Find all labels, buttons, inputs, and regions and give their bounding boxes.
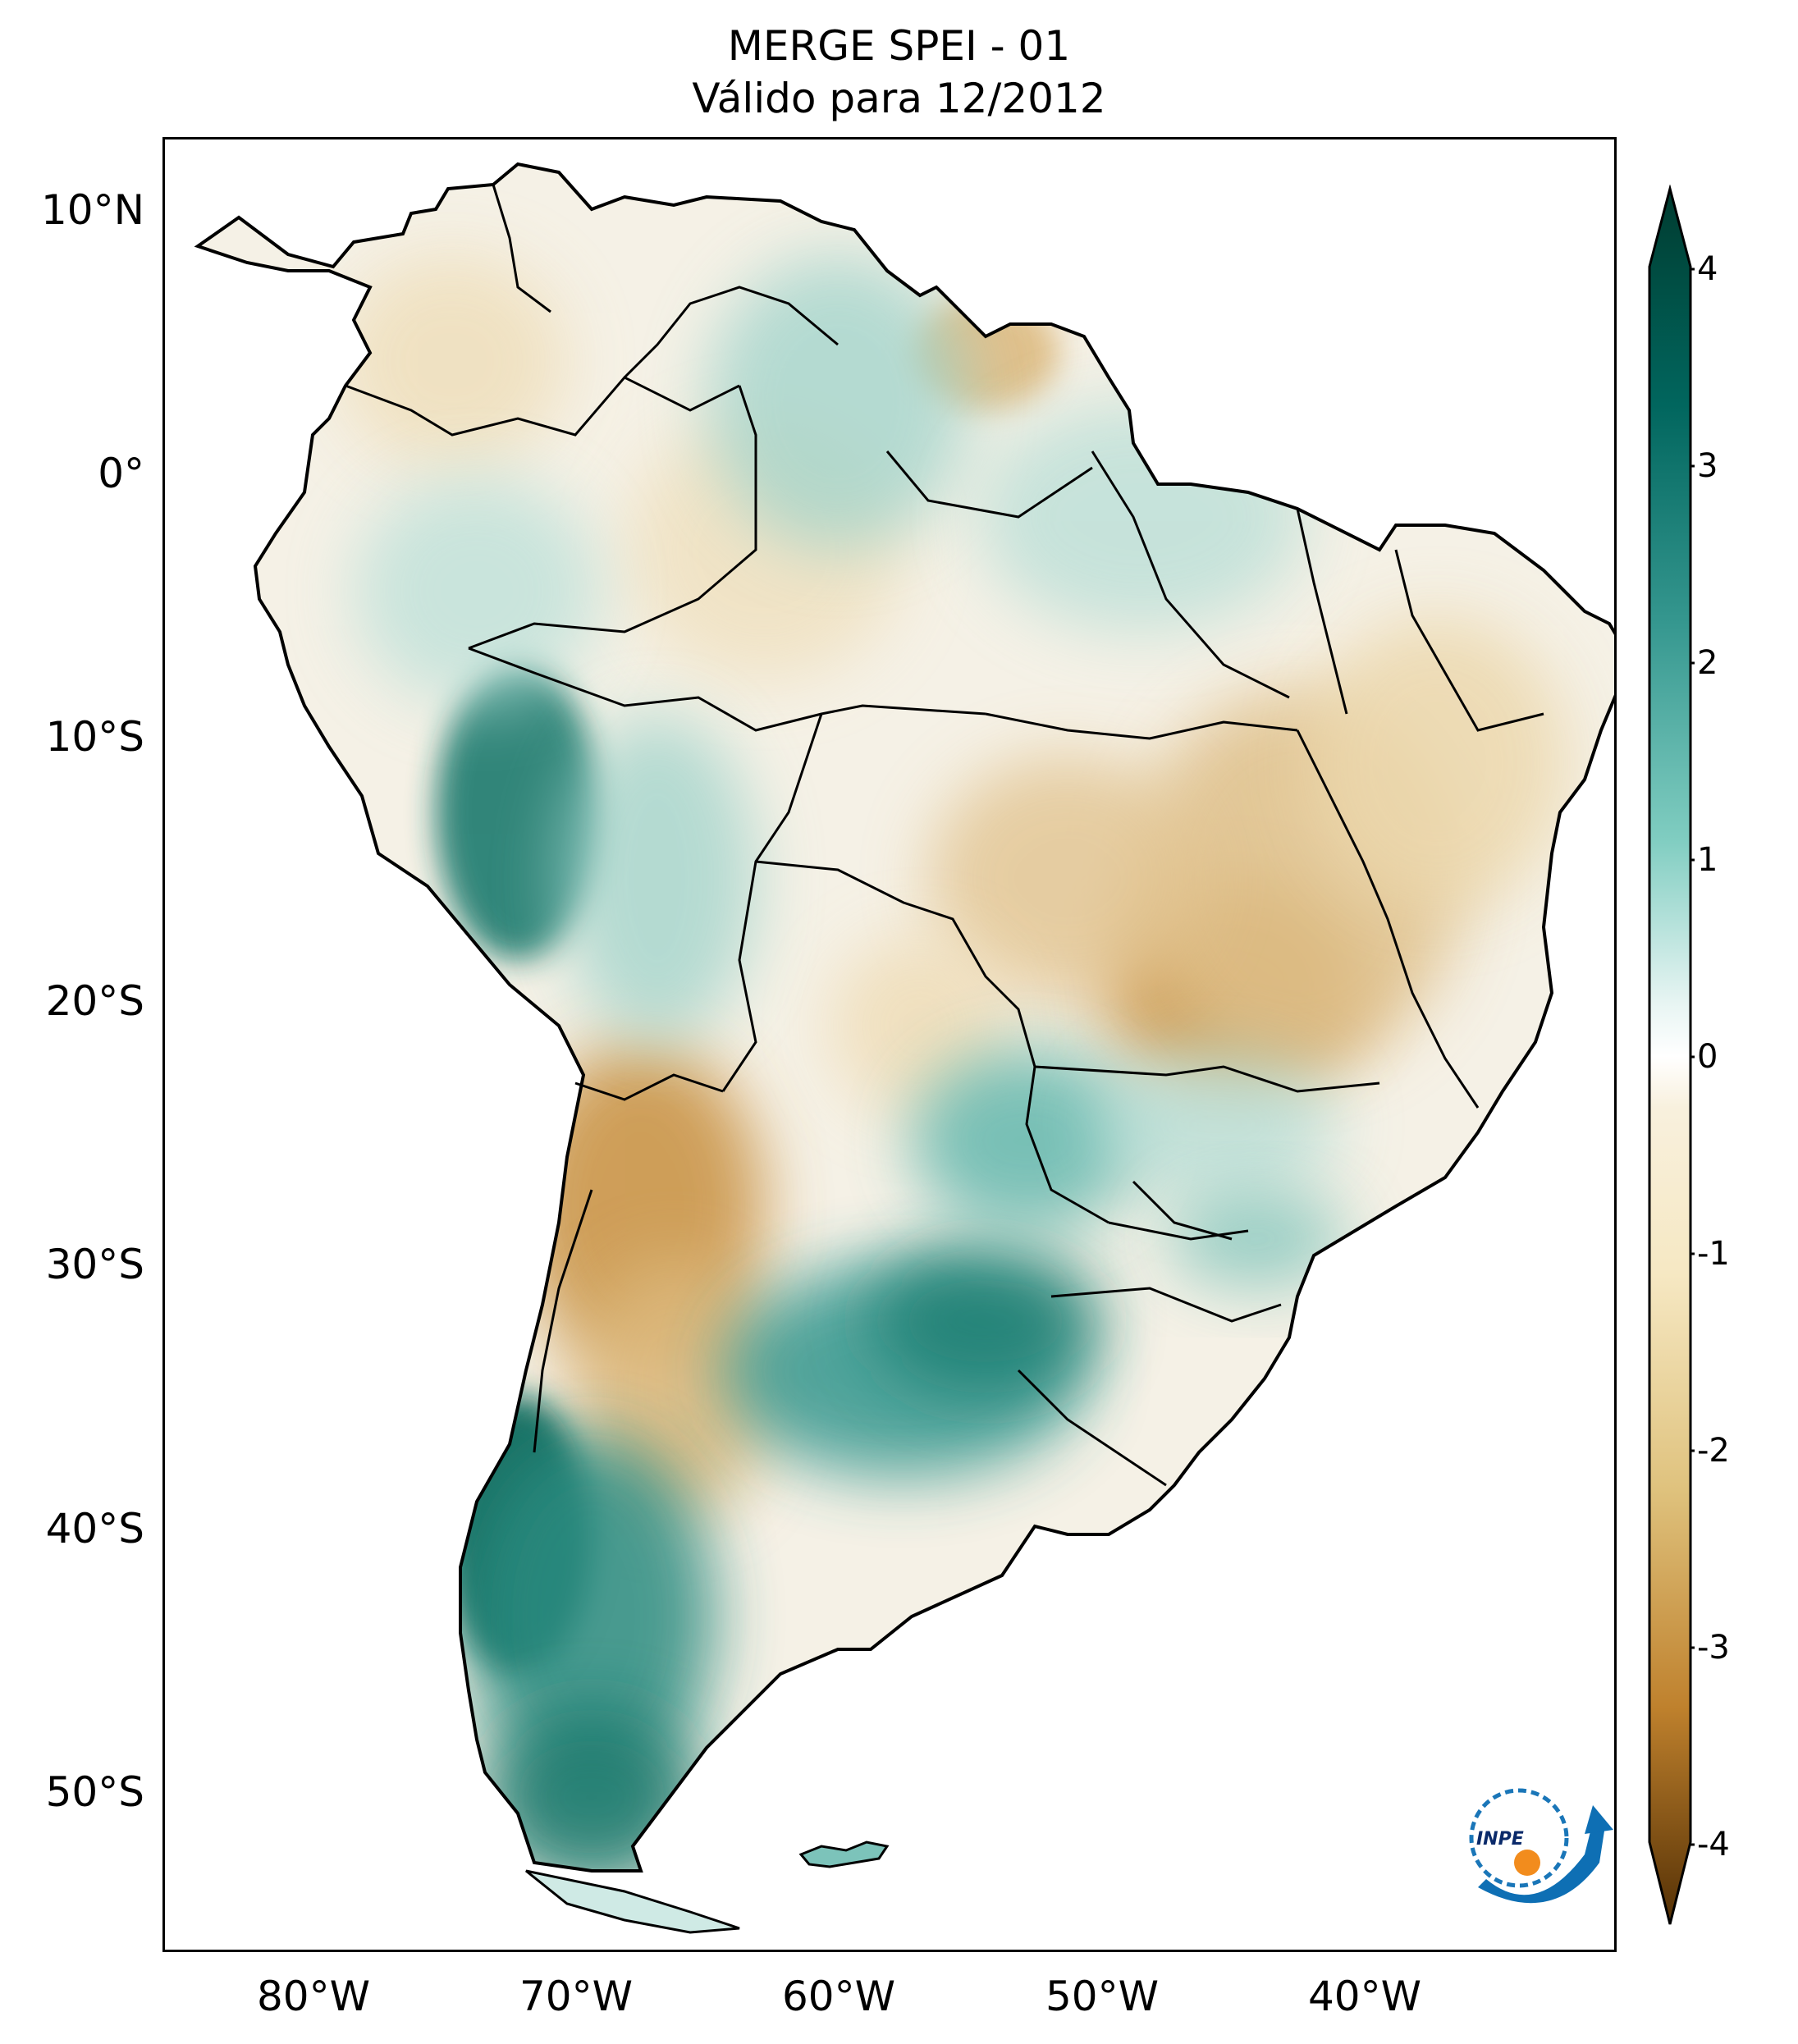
map-title: MERGE SPEI - 01 xyxy=(727,22,1071,70)
lat-label-0: 0° xyxy=(98,450,144,497)
map-subtitle: Válido para 12/2012 xyxy=(692,75,1106,122)
lat-label-10n: 10°N xyxy=(40,186,144,234)
tierra-del-fuego xyxy=(525,1869,740,1934)
colorbar-tick-3: 3 xyxy=(1697,447,1718,485)
spei-field xyxy=(337,254,1568,1871)
inpe-logo-text: INPE xyxy=(1476,1829,1524,1850)
lon-label-70w: 70°W xyxy=(519,1973,634,2020)
map-panel: INPE xyxy=(162,137,1617,1952)
lat-label-50s: 50°S xyxy=(45,1768,144,1816)
colorbar-tick-neg3: -3 xyxy=(1697,1629,1730,1667)
south-america-map: INPE xyxy=(196,162,1614,1934)
lat-label-30s: 30°S xyxy=(45,1241,144,1288)
colorbar-tick-0: 0 xyxy=(1697,1038,1718,1076)
colorbar-tick-neg1: -1 xyxy=(1697,1235,1730,1273)
colorbar-tick-neg4: -4 xyxy=(1697,1826,1730,1863)
colorbar-tick-1: 1 xyxy=(1697,841,1718,879)
colorbar-tick-2: 2 xyxy=(1697,644,1718,682)
colorbar-tick-4: 4 xyxy=(1697,250,1718,288)
inpe-logo: INPE xyxy=(1469,1788,1613,1904)
lon-label-80w: 80°W xyxy=(256,1973,371,2020)
lat-label-20s: 20°S xyxy=(45,977,144,1025)
colorbar xyxy=(1648,185,1695,1925)
lat-label-40s: 40°S xyxy=(45,1505,144,1552)
lon-label-50w: 50°W xyxy=(1045,1973,1160,2020)
colorbar-tick-neg2: -2 xyxy=(1697,1432,1730,1470)
lat-label-10s: 10°S xyxy=(45,713,144,761)
lon-label-60w: 60°W xyxy=(781,1973,896,2020)
falkland-islands xyxy=(798,1841,890,1868)
lon-label-40w: 40°W xyxy=(1307,1973,1422,2020)
country-borders xyxy=(345,184,1544,1487)
